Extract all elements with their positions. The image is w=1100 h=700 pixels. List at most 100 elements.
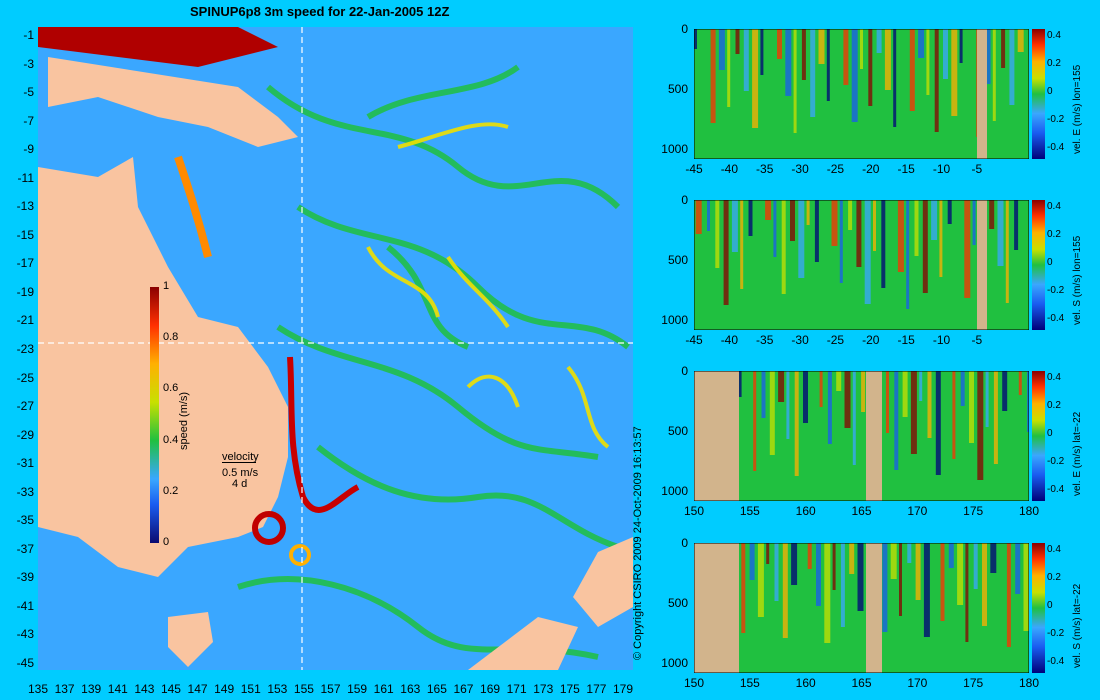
velocity-streak [873,200,876,251]
velocity-streak [843,29,849,85]
velocity-streak [816,543,821,606]
coral-sea-jet [174,155,212,258]
lat-label: -29 [16,427,34,442]
lat-label: -23 [16,342,34,356]
velocity-streak [989,200,995,229]
section-panel-plot [694,371,1029,501]
velocity-streak [965,543,969,642]
panel-x-tick: 170 [907,504,928,518]
panel-y-tick: 0 [681,536,688,550]
velocity-streak [823,200,829,299]
velocity-streak [794,371,799,476]
section-panel [694,29,1029,159]
panel-title: vel. E (m/s) lat=-22 [1072,411,1083,496]
velocity-streak [890,543,897,579]
panel-colorbar-tick: -0.2 [1047,114,1065,125]
velocity-streak [990,543,997,573]
velocity-streak [743,29,749,91]
velocity-streak [741,543,746,633]
colorbar-tick: 0.2 [163,484,179,497]
panel-colorbar-tick: 0.2 [1047,58,1061,69]
panel-colorbar-tick: 0.4 [1047,201,1061,212]
velocity-streak [926,29,930,95]
land-mask [866,543,882,673]
velocity-streak [786,371,790,439]
lat-label: -39 [16,570,34,585]
velocity-streak [951,29,958,116]
panel-x-tick: 170 [907,676,928,690]
panel-x-tick: 160 [795,676,816,690]
speed-colorbar [150,287,159,543]
velocity-streak [840,543,845,627]
velocity-streak [897,200,904,272]
velocity-streak [931,200,938,240]
equatorial-current [38,27,278,67]
panel-y-tick: 1000 [661,313,688,327]
lon-label: 139 [81,682,102,696]
land-mask [694,543,739,673]
lon-label: 153 [267,682,288,696]
velocity-streak [807,543,812,569]
panel-x-tick: 180 [1018,504,1040,518]
velocity-streak [852,371,856,465]
velocity-streak [984,29,991,84]
panel-y-tick: 0 [681,193,688,207]
velocity-streak [1015,543,1021,594]
velocity-streak [997,200,1004,266]
panel-x-tick: 155 [739,676,760,690]
velocity-streak [948,543,954,568]
lat-label: -33 [16,484,34,499]
copyright-notice: © Copyright CSIRO 2009 24-Oct-2009 16:13… [632,426,644,660]
velocity-streak [915,543,921,600]
land-mask [977,200,987,330]
velocity-streak [710,29,716,123]
lat-label: -5 [23,85,34,100]
lon-label: 155 [293,682,314,696]
speed-map [38,27,633,670]
velocity-streak [832,543,836,590]
velocity-streak [810,29,816,117]
lat-label: -21 [16,313,34,328]
lat-label: -43 [16,627,34,642]
panel-colorbar-tick: -0.2 [1047,456,1065,467]
lon-label: 167 [453,682,474,696]
panel-colorbar-tick: -0.4 [1047,313,1065,324]
lon-label: 171 [506,682,527,696]
velocity-streak [998,543,1002,610]
lat-label: -13 [16,199,34,214]
velocity-streak [727,29,731,107]
panel-x-tick: -15 [897,162,915,176]
velocity-streak [801,29,806,80]
velocity-streak [791,543,798,585]
panel-x-tick: 150 [683,504,705,518]
panel-colorbar-tick: 0 [1047,86,1053,97]
velocity-streak [778,371,785,402]
velocity-streak [1005,200,1009,303]
lon-label: 165 [426,682,447,696]
panel-colorbar-tick: -0.2 [1047,628,1065,639]
tasmania-land [168,612,213,667]
lat-label: -15 [16,227,34,242]
velocity-streak [756,200,762,273]
section-panel-plot [694,543,1029,673]
velocity-streak [934,29,939,132]
velocity-streak [943,29,948,79]
velocity-streak [695,200,702,234]
velocity-streak [835,29,840,138]
velocity-streak [723,200,729,305]
panel-x-tick: -45 [685,333,703,347]
lon-label: 159 [347,682,368,696]
panel-x-tick: -35 [756,162,774,176]
panel-x-tick: -30 [791,162,809,176]
colorbar-tick: 1 [163,280,170,292]
panel-y-tick: 0 [681,364,688,378]
panel-x-tick: -5 [971,162,983,176]
velocity-streak [993,371,998,464]
panel-colorbar-tick: 0.2 [1047,572,1061,583]
velocity-streak [702,29,707,86]
velocity-streak [947,200,952,224]
velocity-streak [894,371,899,470]
panel-title: vel. S (m/s) lat=-22 [1072,583,1083,668]
velocity-streak [923,543,930,637]
lat-label: -31 [16,456,34,471]
